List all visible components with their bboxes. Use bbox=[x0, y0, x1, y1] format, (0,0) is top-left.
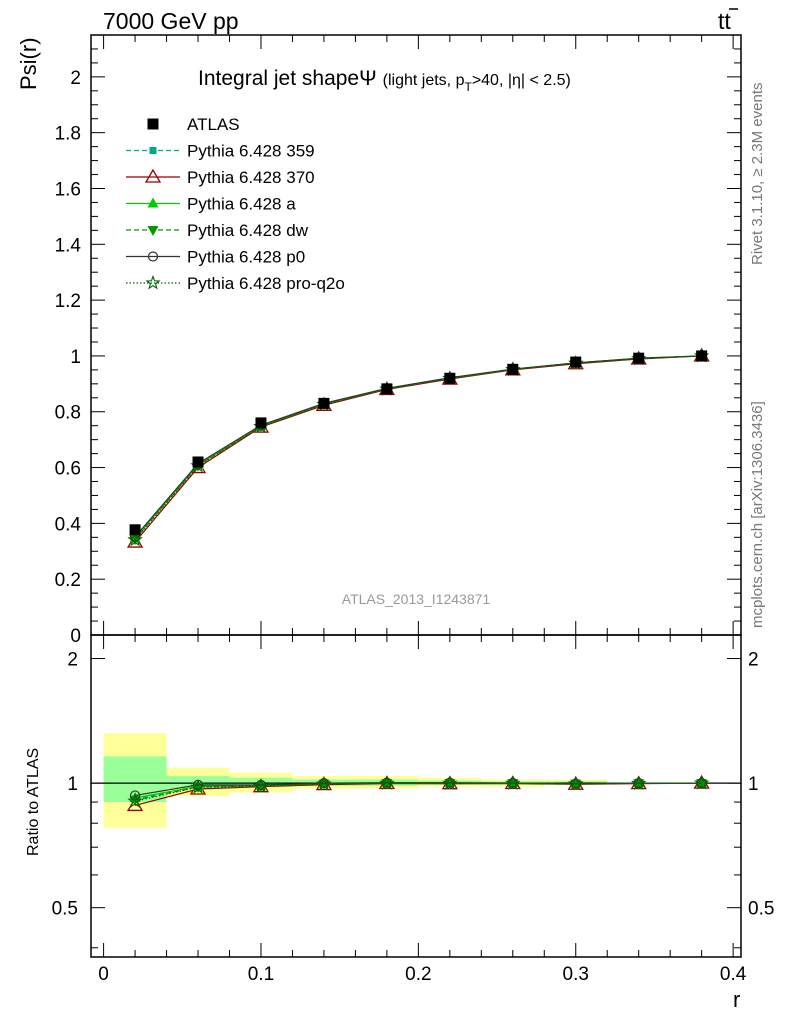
title-psi: Ψ bbox=[359, 67, 377, 90]
ratio-y-axis-label: Ratio to ATLAS bbox=[25, 748, 42, 856]
data-point bbox=[570, 356, 582, 368]
beam-label: 7000 GeV pp bbox=[103, 8, 239, 34]
x-tick-label: 0.4 bbox=[720, 964, 747, 985]
ratio-series-point bbox=[127, 793, 143, 808]
data-point bbox=[444, 372, 456, 384]
ratio-series-point bbox=[442, 775, 458, 790]
ratio-series-point bbox=[693, 775, 710, 790]
data-point bbox=[318, 397, 330, 409]
x-axis-label: r bbox=[733, 987, 740, 1012]
y-tick-label: 1.4 bbox=[55, 235, 82, 256]
title-sub1: (light jets, p bbox=[383, 72, 465, 89]
ratio-y-tick-label-right: 1 bbox=[748, 774, 759, 795]
process-label: tt bbox=[718, 8, 731, 34]
ratio-series-point bbox=[379, 775, 395, 790]
legend: ATLAS Pythia 6.428 359 Pythia 6.428 370 Pyt… bbox=[126, 115, 345, 293]
legend-marker bbox=[147, 226, 159, 236]
data-point bbox=[192, 456, 204, 468]
series-line bbox=[134, 355, 702, 541]
legend-label: Pythia 6.428 359 bbox=[187, 142, 315, 161]
process-tbar: t bbox=[724, 8, 731, 34]
process-t: t bbox=[718, 8, 725, 34]
ratio-y-tick-label-right: 0.5 bbox=[748, 899, 774, 920]
ratio-series-point bbox=[129, 790, 141, 801]
data-point bbox=[129, 524, 141, 536]
ratio-y-tick-label: 2 bbox=[67, 650, 78, 671]
x-tick-label: 0 bbox=[98, 964, 109, 985]
main-series-layer bbox=[126, 347, 710, 548]
legend-marker bbox=[147, 118, 159, 130]
ratio-y-tick-label: 1 bbox=[67, 774, 78, 795]
ratio-series-point bbox=[505, 775, 521, 790]
ratio-series-point bbox=[696, 779, 708, 790]
y-tick-label: 0.4 bbox=[55, 514, 82, 535]
legend-label: ATLAS bbox=[187, 115, 240, 134]
series-line bbox=[134, 355, 702, 538]
ratio-series-line bbox=[134, 782, 702, 802]
ratio-series-point bbox=[253, 778, 269, 793]
data-point bbox=[255, 417, 267, 429]
x-tick-label: 0.2 bbox=[405, 964, 431, 985]
title-main: Integral jet shape bbox=[198, 67, 359, 90]
y-tick-label: 1.6 bbox=[55, 179, 81, 200]
y-tick-label: 0 bbox=[70, 626, 81, 647]
legend-marker bbox=[144, 168, 162, 183]
data-point bbox=[381, 383, 393, 395]
y-axis-label: Psi(r) bbox=[16, 37, 41, 90]
y-tick-label: 0.6 bbox=[55, 459, 81, 480]
y-tick-label: 2 bbox=[70, 68, 81, 89]
legend-marker bbox=[147, 251, 159, 262]
main-panel: 0 0.2 0.4 0.6 0.8 1 1.2 1.4 1.6 1.8 2 bbox=[55, 34, 742, 647]
x-tick-label: 0.3 bbox=[563, 964, 589, 985]
legend-label: Pythia 6.428 370 bbox=[187, 168, 315, 187]
data-point bbox=[633, 352, 645, 364]
ratio-series-point bbox=[568, 775, 584, 791]
mcplots-label: mcplots.cern.ch [arXiv:1306.3436] bbox=[749, 401, 766, 628]
data-point bbox=[696, 350, 708, 362]
legend-marker bbox=[149, 147, 157, 154]
y-tick-label: 1 bbox=[70, 347, 81, 368]
legend-label: Pythia 6.428 dw bbox=[187, 221, 309, 240]
legend-label: Pythia 6.428 p0 bbox=[187, 248, 305, 267]
rivet-version-label: Rivet 3.1.10, ≥ 2.3M events bbox=[749, 83, 766, 266]
data-point bbox=[507, 363, 519, 375]
ratio-series-point bbox=[316, 775, 332, 791]
ratio-series-point bbox=[190, 779, 206, 794]
y-tick-label: 1.2 bbox=[55, 291, 81, 312]
legend-label: Pythia 6.428 pro-q2o bbox=[187, 274, 345, 293]
series-point bbox=[127, 531, 143, 547]
ratio-panel-frame bbox=[90, 634, 742, 958]
plot-title: Integral jet shapeΨ (light jets, pT>40, |… bbox=[198, 67, 571, 94]
title-sub-t: T bbox=[464, 80, 472, 94]
ratio-series-point bbox=[631, 775, 647, 791]
y-tick-label: 1.8 bbox=[55, 124, 81, 145]
ratio-y-tick-label: 0.5 bbox=[52, 899, 78, 920]
analysis-watermark: ATLAS_2013_I1243871 bbox=[342, 591, 491, 607]
legend-marker bbox=[145, 274, 161, 290]
legend-label: Pythia 6.428 a bbox=[187, 195, 296, 214]
legend-marker bbox=[147, 197, 159, 208]
y-tick-label: 0.2 bbox=[55, 570, 81, 591]
ratio-panel: 0 0.1 0.2 0.3 0.4 0.5 0.5 1 1 2 2 bbox=[52, 634, 774, 985]
x-tick-label: 0.1 bbox=[248, 964, 274, 985]
y-tick-label: 0.8 bbox=[55, 403, 81, 424]
ratio-series-layer bbox=[126, 774, 710, 812]
title-sub2: >40, |η| < 2.5) bbox=[472, 72, 571, 89]
ratio-y-tick-label-right: 2 bbox=[748, 650, 759, 671]
